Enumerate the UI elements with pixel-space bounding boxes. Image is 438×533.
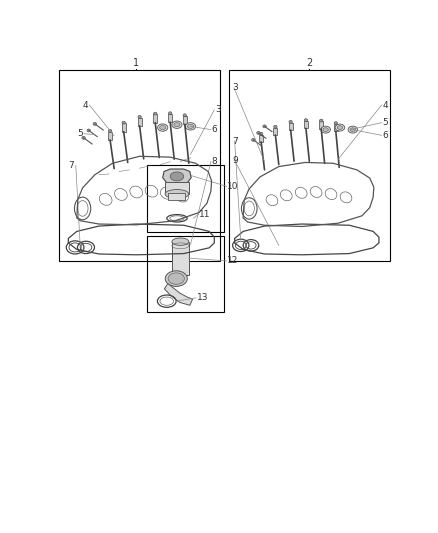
Ellipse shape [172,238,189,245]
Bar [147,236,224,312]
Polygon shape [162,169,191,183]
Text: 5: 5 [77,129,83,138]
Ellipse shape [108,130,112,132]
Bar [59,70,220,261]
Ellipse shape [259,132,263,135]
Bar [138,118,141,126]
Text: 2: 2 [306,58,312,68]
Text: 6: 6 [212,125,217,134]
Bar [165,182,189,194]
Ellipse shape [323,128,328,132]
Text: 4: 4 [382,101,388,109]
Ellipse shape [122,121,125,124]
Ellipse shape [348,126,357,133]
Bar [147,165,224,232]
Ellipse shape [350,128,356,132]
Bar [153,115,157,123]
Ellipse shape [170,172,184,181]
Ellipse shape [138,116,141,118]
Ellipse shape [183,114,187,117]
Ellipse shape [93,123,96,125]
Ellipse shape [257,132,260,134]
Polygon shape [164,284,193,305]
Ellipse shape [165,190,189,199]
Ellipse shape [321,126,330,133]
Ellipse shape [274,125,277,128]
Bar [289,123,293,130]
Bar [229,70,390,261]
Text: 4: 4 [82,101,88,109]
Bar [334,124,338,131]
Ellipse shape [87,129,90,132]
Bar [168,114,172,122]
Text: 3: 3 [215,106,221,115]
Text: 10: 10 [227,182,239,191]
Bar [169,193,185,200]
Ellipse shape [154,112,157,115]
Ellipse shape [159,126,166,130]
Ellipse shape [263,125,266,128]
Text: 7: 7 [233,136,238,146]
Ellipse shape [251,139,255,141]
Bar [172,241,189,276]
Bar [304,121,308,128]
Text: 5: 5 [382,118,388,127]
Ellipse shape [337,126,343,130]
Text: 1: 1 [133,58,139,68]
Text: 6: 6 [382,131,388,140]
Ellipse shape [82,136,85,139]
Text: 13: 13 [197,293,208,302]
Ellipse shape [169,112,172,115]
Ellipse shape [335,124,345,131]
Text: 9: 9 [233,156,238,165]
Text: 3: 3 [232,83,238,92]
Bar [319,122,323,129]
Ellipse shape [174,123,180,127]
Ellipse shape [165,271,187,286]
Text: 7: 7 [69,161,74,170]
Ellipse shape [319,119,323,122]
Text: 11: 11 [199,209,211,219]
Text: 8: 8 [212,157,217,166]
Ellipse shape [334,122,338,125]
Ellipse shape [289,120,292,123]
Bar [122,124,126,132]
Bar [108,132,112,140]
Bar [259,134,263,142]
Bar [273,127,277,135]
Bar [183,116,187,124]
Ellipse shape [185,123,196,130]
Ellipse shape [172,121,182,128]
Ellipse shape [187,124,194,128]
Ellipse shape [158,124,168,131]
Ellipse shape [168,273,184,284]
Text: 12: 12 [227,256,239,265]
Ellipse shape [304,119,307,122]
